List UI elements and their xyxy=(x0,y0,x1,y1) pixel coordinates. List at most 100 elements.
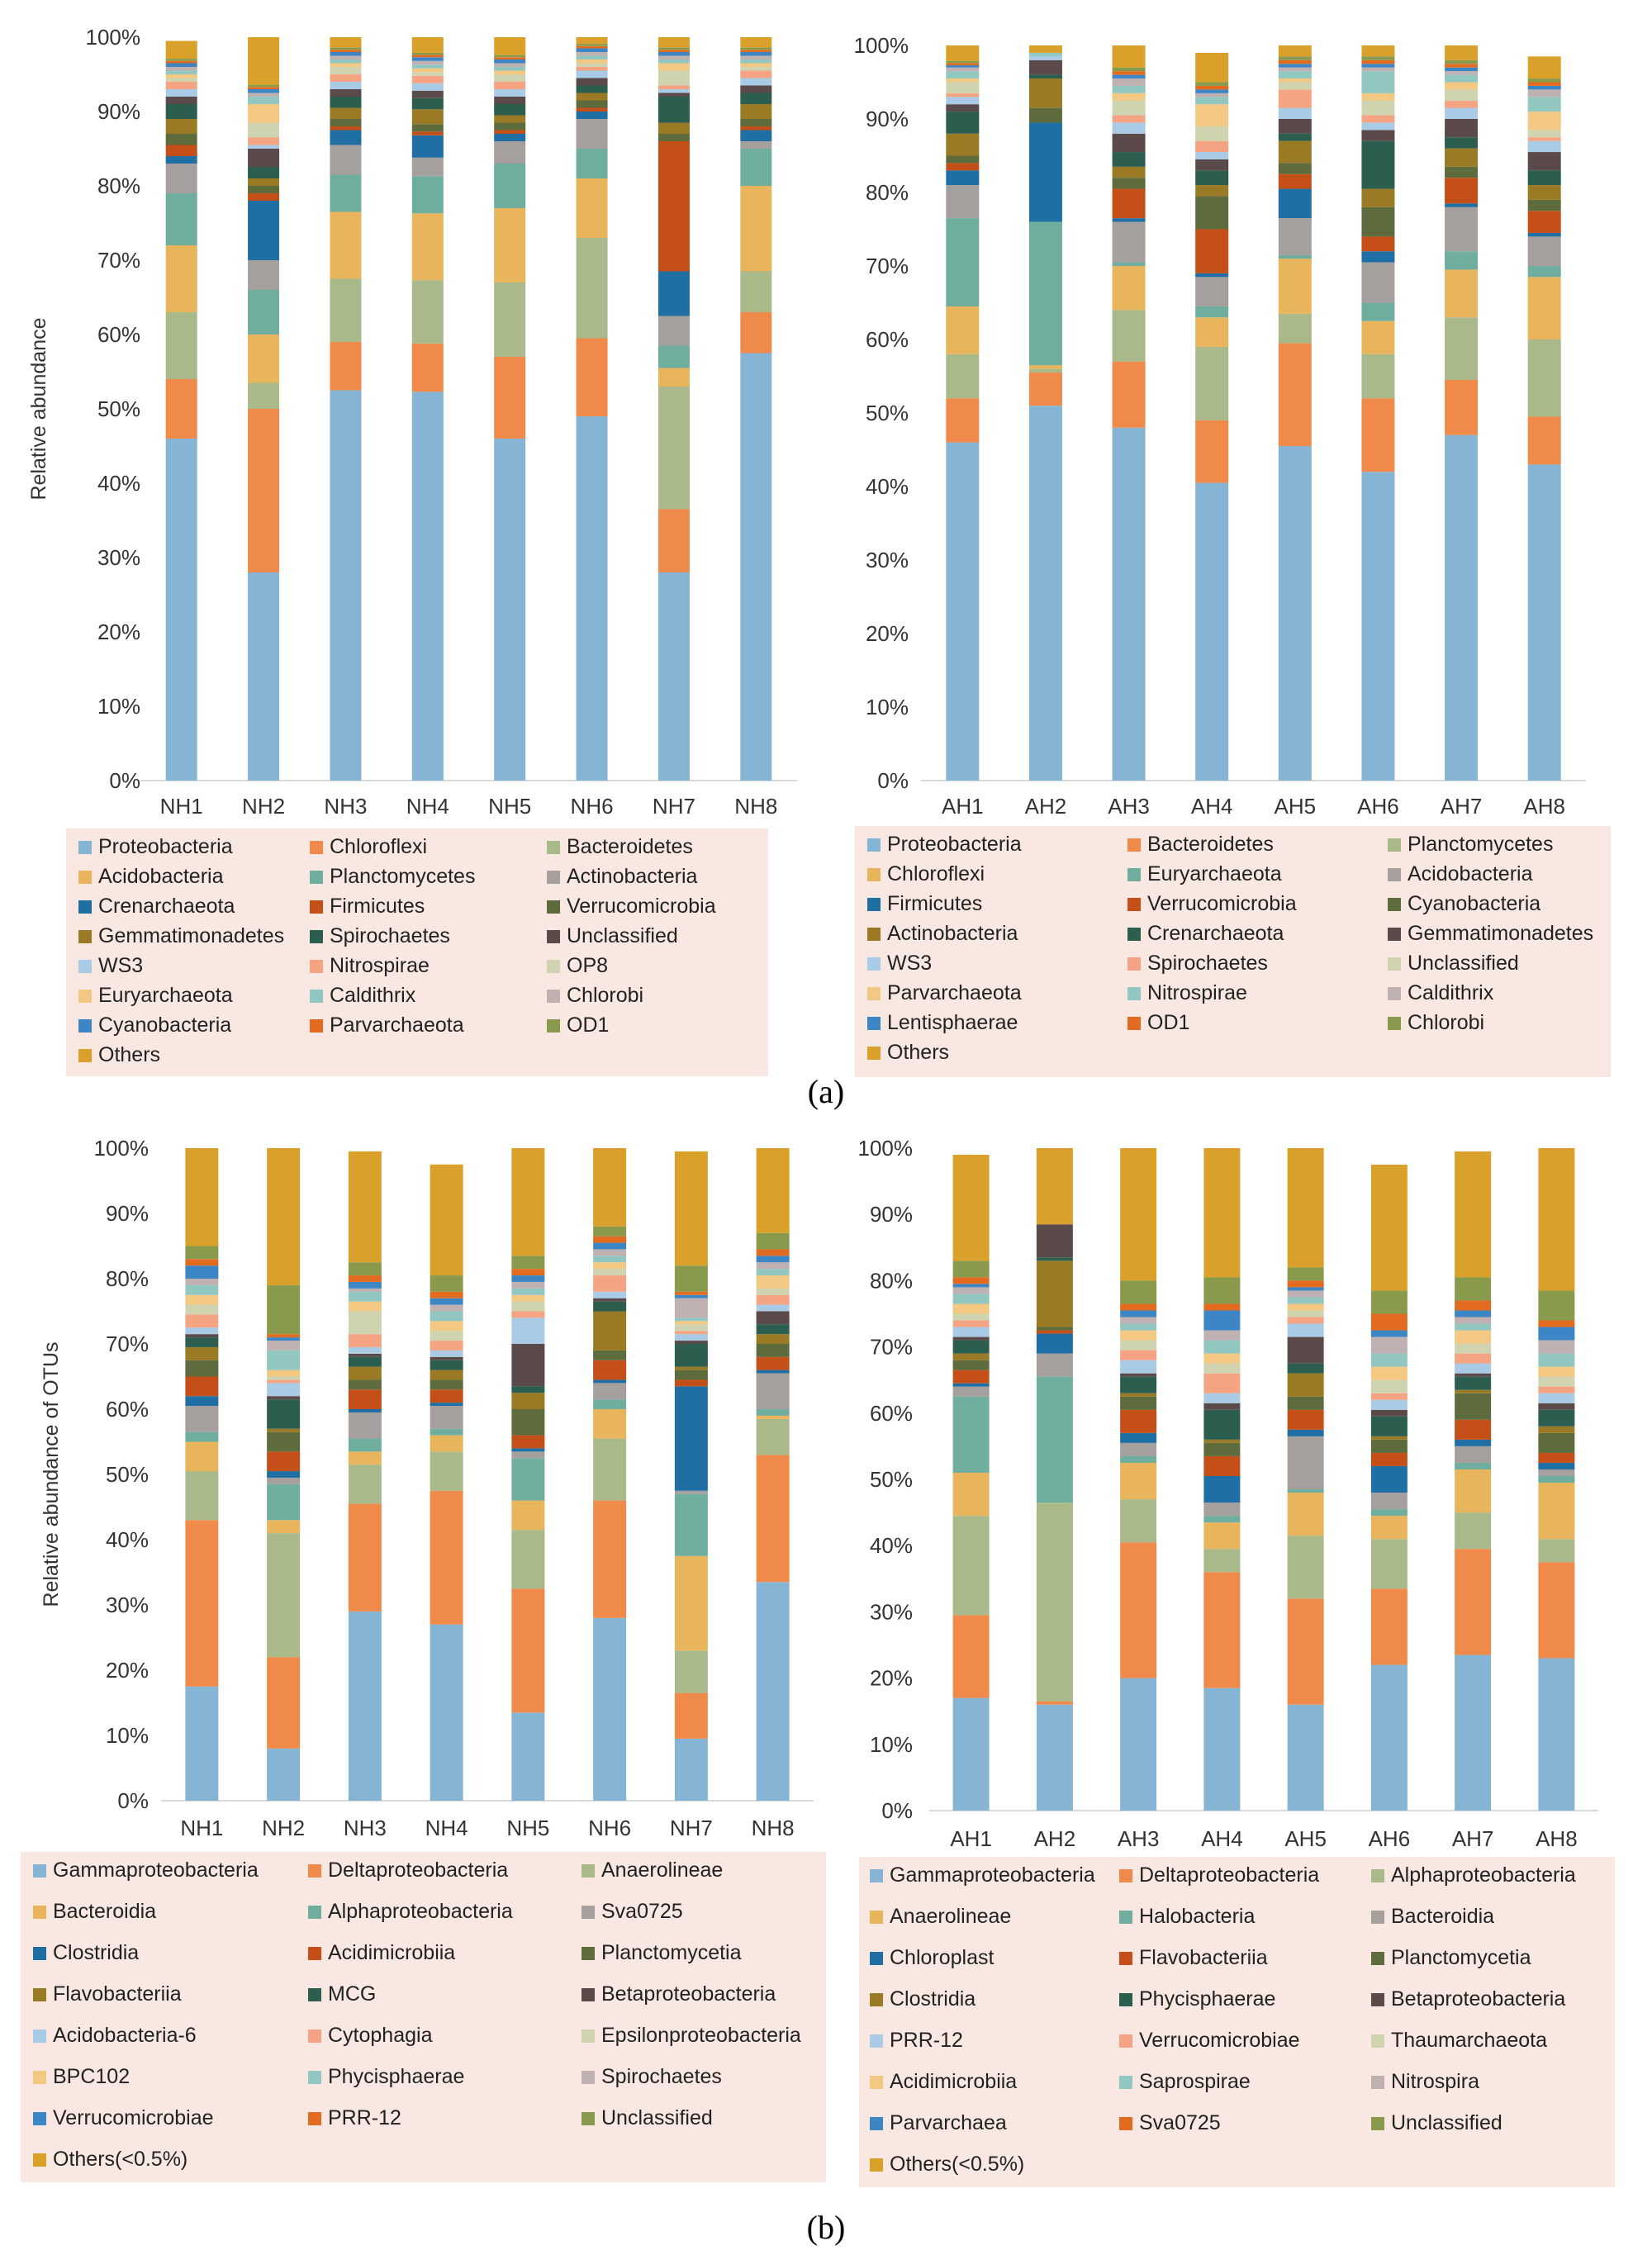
legend-swatch xyxy=(310,1019,323,1033)
bar-stack-AH1 xyxy=(946,45,980,781)
bar-segment xyxy=(1120,1462,1157,1500)
bar-segment xyxy=(674,1379,708,1387)
bar-segment xyxy=(1455,1512,1492,1550)
bar-segment xyxy=(1120,1280,1157,1304)
bar-segment xyxy=(330,97,362,108)
legend-background xyxy=(21,1852,826,2182)
bar-segment xyxy=(756,1294,790,1305)
bar-segment xyxy=(165,67,197,71)
x-tick-label: NH4 xyxy=(425,1816,468,1840)
bar-segment xyxy=(1455,1462,1492,1469)
legend-swatch xyxy=(1119,2076,1132,2089)
bar-segment xyxy=(1287,1317,1324,1324)
bar-segment xyxy=(946,104,980,112)
legend-swatch xyxy=(547,841,560,854)
legend-swatch xyxy=(78,990,92,1003)
bar-segment xyxy=(1120,1455,1157,1463)
bar-segment xyxy=(1120,1340,1157,1351)
bar-segment xyxy=(576,112,608,119)
bar-segment xyxy=(593,1438,627,1501)
bar-segment xyxy=(756,1311,790,1325)
bar-segment xyxy=(946,155,980,164)
legend-swatch xyxy=(1388,1017,1401,1030)
bar-segment xyxy=(267,1337,301,1341)
legend-swatch xyxy=(78,1019,92,1033)
bar-segment xyxy=(657,316,690,346)
bar-segment xyxy=(185,1304,219,1315)
y-tick-label: 50% xyxy=(870,1467,913,1492)
bar-stack-NH7 xyxy=(674,1151,708,1801)
bar-segment xyxy=(576,100,608,108)
bar-segment xyxy=(430,1389,463,1403)
bar-segment xyxy=(1370,1165,1408,1291)
bar-segment xyxy=(1445,166,1479,178)
bar-segment xyxy=(185,1327,219,1335)
bar-segment xyxy=(1112,166,1146,178)
bar-segment xyxy=(1036,1704,1073,1811)
bar-segment xyxy=(330,130,362,145)
bar-segment xyxy=(740,70,772,78)
y-tick-label: 30% xyxy=(870,1599,913,1624)
bar-segment xyxy=(1370,1493,1408,1510)
legend-entry: Euryarchaeota xyxy=(98,984,233,1007)
legend-entry: Clostridia xyxy=(890,1987,976,2011)
bar-segment xyxy=(1527,232,1561,237)
legend-entry: Gammaproteobacteria xyxy=(890,1863,1095,1887)
bar-segment xyxy=(267,1396,301,1400)
bar-segment xyxy=(1455,1363,1492,1374)
legend-entry: Unclassified xyxy=(601,2106,713,2129)
bar-segment xyxy=(593,1311,627,1351)
bar-segment xyxy=(185,1148,219,1246)
bar-segment xyxy=(1455,1151,1492,1278)
bar-segment xyxy=(494,97,526,104)
bar-segment xyxy=(511,1530,545,1589)
bar-segment xyxy=(756,1262,790,1270)
legend-entry: OP8 xyxy=(567,954,608,977)
legend-entry: Sva0725 xyxy=(1139,2111,1221,2134)
legend-entry: Others xyxy=(98,1043,160,1066)
legend-swatch xyxy=(78,1049,92,1062)
legend-swatch xyxy=(1119,2117,1132,2130)
legend-entry: Proteobacteria xyxy=(887,833,1022,856)
bar-segment xyxy=(657,52,690,56)
y-tick-label: 100% xyxy=(858,1136,914,1161)
bar-segment xyxy=(1370,1393,1408,1400)
bar-segment xyxy=(1278,107,1312,119)
bar-stack-NH8 xyxy=(740,37,772,781)
legend-swatch xyxy=(870,1993,883,2006)
legend-swatch xyxy=(547,930,560,943)
bar-segment xyxy=(330,37,362,48)
x-tick-label: NH2 xyxy=(242,794,285,819)
bar-stack-NH3 xyxy=(348,1151,382,1801)
bar-segment xyxy=(1527,170,1561,186)
bar-segment xyxy=(593,1256,627,1263)
legend-entry: Others(<0.5%) xyxy=(890,2153,1024,2176)
bar-segment xyxy=(756,1304,790,1312)
bar-segment xyxy=(1036,1376,1073,1503)
bar-segment xyxy=(1361,302,1395,321)
y-tick-label: 50% xyxy=(106,1462,149,1487)
bar-segment xyxy=(1203,1353,1241,1364)
bar-segment xyxy=(1538,1386,1575,1393)
x-tick-label: AH6 xyxy=(1369,1826,1411,1851)
x-tick-label: AH3 xyxy=(1108,794,1150,819)
bar-segment xyxy=(1527,266,1561,278)
bar-segment xyxy=(511,1386,545,1393)
bar-segment xyxy=(1203,1277,1241,1304)
bar-segment xyxy=(593,1383,627,1400)
legend-entry: Caldithrix xyxy=(1408,981,1494,1004)
bar-segment xyxy=(1028,368,1062,373)
bar-stack-NH7 xyxy=(657,37,690,781)
legend-swatch xyxy=(867,868,881,881)
bar-segment xyxy=(1287,1297,1324,1304)
bar-stack-NH1 xyxy=(165,40,197,781)
bar-segment xyxy=(1527,82,1561,86)
x-tick-label: NH8 xyxy=(734,794,777,819)
bar-segment xyxy=(1195,152,1229,159)
bar-stack-AH6 xyxy=(1361,45,1395,781)
bar-segment xyxy=(430,1350,463,1357)
bar-segment xyxy=(593,1291,627,1298)
bar-stack-AH8 xyxy=(1527,56,1561,781)
bar-segment xyxy=(1120,1542,1157,1678)
bar-segment xyxy=(511,1288,545,1295)
